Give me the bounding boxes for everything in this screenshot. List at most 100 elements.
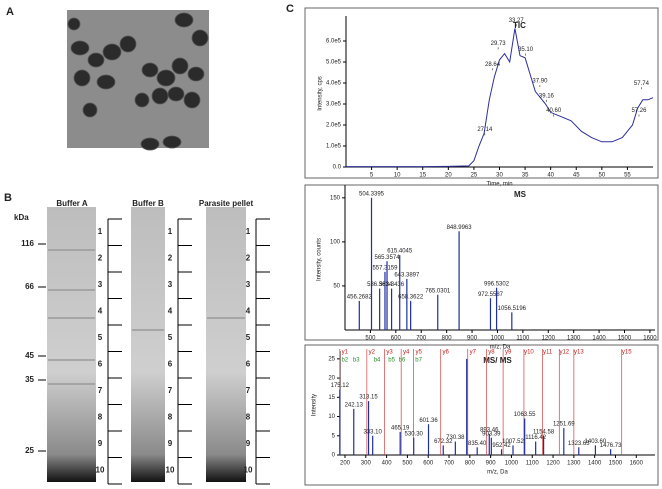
panel-frame — [304, 344, 659, 486]
y-tick-label: 3.0e5 — [326, 102, 342, 108]
x-tick-label: 5 — [370, 173, 374, 179]
ion-label: y5 — [415, 350, 422, 356]
x-tick-label: 900 — [467, 336, 478, 342]
peak — [458, 231, 460, 330]
slice-label: 3 — [98, 280, 103, 289]
peak-label: 765.0301 — [425, 288, 451, 294]
ion-label: y7 — [470, 350, 477, 356]
chart-title: MS/ MS — [483, 356, 512, 365]
slice-label: 5 — [98, 333, 103, 342]
peak-label: 643.3897 — [394, 272, 420, 278]
b-ion-label: b5 — [388, 358, 395, 364]
y-tick-label: 20 — [328, 376, 335, 382]
slice-label: 10 — [244, 466, 253, 475]
peak-label: 601.36 — [419, 418, 438, 424]
peak — [339, 389, 341, 455]
peak — [524, 418, 526, 455]
x-tick-label: 40 — [547, 173, 554, 179]
peak-label: 893.46 — [480, 427, 499, 433]
y-tick-label: 4.0e5 — [326, 81, 342, 87]
panel-label: C — [286, 3, 294, 15]
peak — [512, 445, 514, 455]
slice-label: 4 — [246, 307, 251, 316]
ion-label: y4 — [403, 350, 410, 356]
panel-frame — [304, 184, 659, 341]
peak — [610, 449, 612, 455]
peak — [437, 294, 439, 330]
peak-label: 583.3436 — [379, 282, 405, 288]
y-axis-label: Intensity, cps — [318, 76, 324, 111]
slice-label: 10 — [166, 466, 175, 475]
ion-label: y8 — [488, 350, 495, 356]
peak-label: 557.3159 — [372, 265, 398, 271]
peak-label: 313.15 — [359, 395, 378, 401]
peak-label: 37.90 — [532, 79, 548, 85]
peak — [488, 433, 490, 455]
peak-label: 903.39 — [482, 431, 501, 437]
peak-label: 1476.73 — [600, 443, 622, 449]
x-tick-label: 25 — [471, 173, 478, 179]
x-tick-label: 1100 — [516, 336, 530, 342]
peak-label: 242.13 — [345, 402, 364, 408]
peak — [495, 287, 498, 330]
peak — [390, 288, 393, 330]
peak-label: 28.64 — [485, 62, 501, 68]
x-tick-label: 800 — [442, 336, 453, 342]
marker-label: 66 — [25, 282, 34, 291]
x-axis-label: Time, min — [486, 182, 512, 188]
b-ion-label: b3 — [353, 358, 360, 364]
peak-label: 952.42 — [492, 443, 511, 449]
ion-label: y3 — [386, 350, 393, 356]
peak-label: 1251.69 — [553, 422, 575, 428]
y-tick-label: 25 — [328, 356, 335, 362]
x-tick-label: 600 — [423, 461, 434, 467]
peak — [594, 445, 597, 455]
b-ion-label: b2 — [341, 358, 348, 364]
y-tick-label: 6.0e5 — [326, 39, 342, 45]
slice-label: 1 — [246, 227, 251, 236]
x-tick-label: 500 — [402, 461, 413, 467]
slice-label: 6 — [98, 360, 103, 369]
lane-label: Buffer A — [56, 199, 87, 208]
x-tick-label: 1400 — [592, 336, 606, 342]
gel-unit: kDa — [14, 213, 29, 222]
slice-label: 9 — [98, 439, 103, 448]
peak — [511, 312, 513, 330]
slice-label: 6 — [168, 360, 173, 369]
peak — [399, 431, 401, 455]
marker-label: 116 — [21, 239, 34, 248]
x-tick-label: 200 — [340, 461, 351, 467]
slice-label: 3 — [246, 280, 251, 289]
x-tick-label: 55 — [624, 173, 631, 179]
peak-label: 456.2682 — [347, 294, 373, 300]
slice-label: 8 — [98, 413, 103, 422]
panel-label: B — [4, 192, 12, 204]
marker-label: 45 — [25, 351, 34, 360]
peak — [370, 197, 373, 330]
slice-label: 2 — [98, 254, 103, 263]
x-tick-label: 1600 — [643, 336, 657, 342]
peak-label: 972.5587 — [478, 292, 504, 298]
peak-label: 1063.55 — [514, 412, 536, 418]
y-tick-label: 2.0e5 — [326, 123, 342, 129]
peak — [466, 358, 468, 455]
slice-label: 1 — [168, 227, 173, 236]
peak — [489, 298, 492, 330]
x-tick-label: 45 — [573, 173, 580, 179]
peak-label: 1007.52 — [502, 439, 524, 445]
slice-label: 5 — [168, 333, 173, 342]
peak-label: 530.30 — [405, 431, 424, 437]
peak-label: 615.4045 — [387, 249, 413, 255]
x-tick-label: 1400 — [588, 461, 602, 467]
peak — [535, 441, 537, 455]
ion-label: y12 — [559, 350, 569, 356]
slice-label: 7 — [168, 386, 173, 395]
x-tick-label: 1500 — [618, 336, 632, 342]
peak-label: 504.3395 — [359, 191, 385, 197]
slice-label: 3 — [168, 280, 173, 289]
peak-label: 672.32 — [434, 439, 453, 445]
x-tick-label: 1500 — [609, 461, 623, 467]
peak — [578, 447, 580, 455]
x-tick-label: 1300 — [567, 336, 581, 342]
x-tick-label: 800 — [465, 461, 476, 467]
